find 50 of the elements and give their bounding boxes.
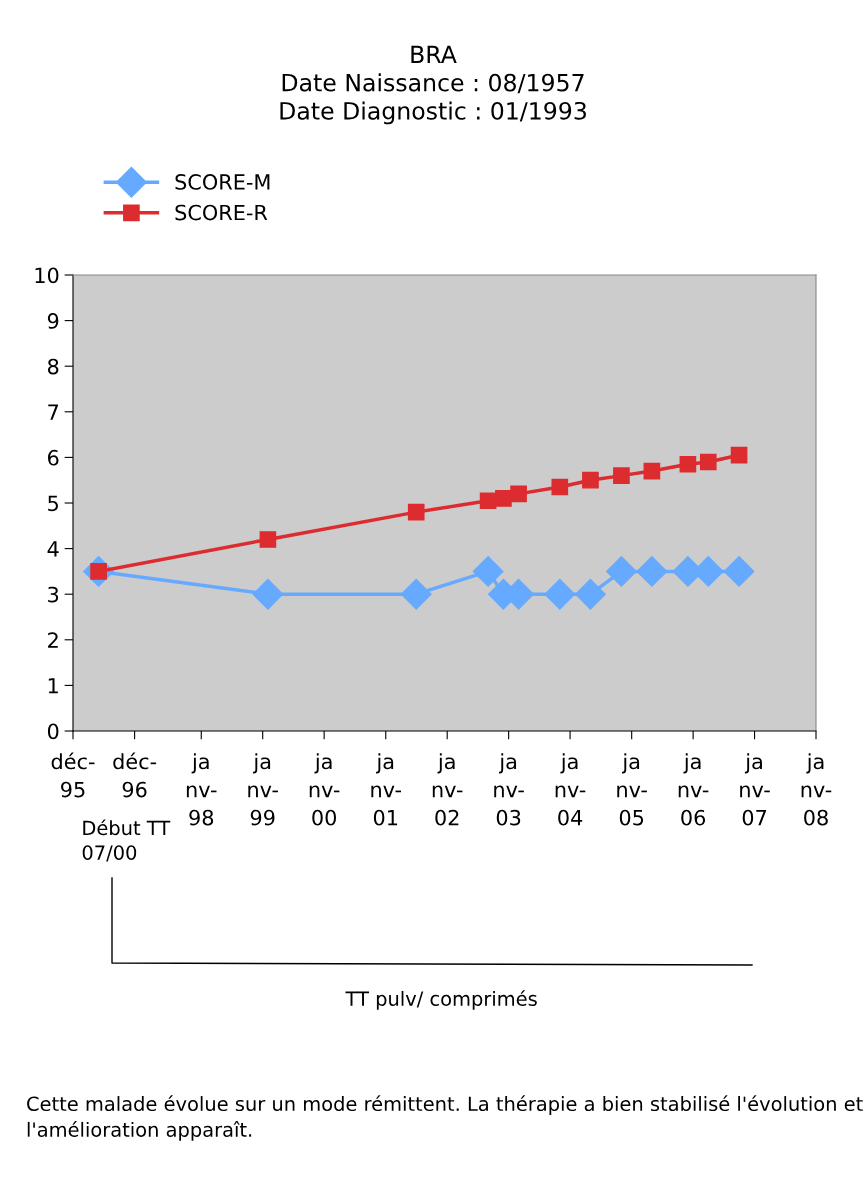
point <box>575 578 606 610</box>
point <box>613 467 630 484</box>
y-tick-label: 6 <box>48 449 59 466</box>
point <box>551 478 569 496</box>
point <box>699 453 717 471</box>
x-tick-label: ja nv- 05 <box>617 753 647 826</box>
x-tick-label: ja nv- 03 <box>494 753 524 826</box>
point <box>400 578 432 610</box>
x-tick-label: ja nv- 00 <box>309 753 340 826</box>
y-tick-label: 3 <box>48 586 59 603</box>
legend-label: SCORE-M <box>175 174 270 190</box>
point <box>643 462 661 480</box>
point <box>259 531 277 548</box>
text: Cette malade évolue sur un mode rémittent. La thérapie a bien stabilisé l'évolution et l'amélioration apparaît. <box>27 1095 863 1141</box>
y-tick-label: 10 <box>35 267 59 284</box>
text: TT pulv/ comprimés <box>345 990 537 1010</box>
point <box>479 492 497 510</box>
y-tick-label: 7 <box>48 404 59 420</box>
text: Début TT 07/00 <box>82 819 171 862</box>
y-tick-label: 1 <box>48 678 58 694</box>
y-tick-label: 9 <box>47 313 59 329</box>
x-tick-label: déc- 95 <box>51 752 95 798</box>
point <box>730 446 748 464</box>
y-tick-label: 2 <box>48 632 58 648</box>
point <box>636 555 668 587</box>
point <box>679 455 697 473</box>
x-tick-label: ja nv- 04 <box>555 753 586 826</box>
point <box>605 555 637 587</box>
x-tick-label: ja nv- 98 <box>186 753 217 826</box>
point <box>495 490 512 507</box>
y-tick-label: 8 <box>47 358 59 375</box>
chart-title: BRA Date Naissance : 08/1957 Date Diagnostic : 01/1993 <box>280 45 586 125</box>
y-tick-label: 5 <box>48 495 58 512</box>
point <box>544 578 576 610</box>
y-tick-label: 0 <box>47 723 59 740</box>
legend-label: SCORE-R <box>175 204 268 221</box>
x-tick-label: ja nv- 99 <box>248 753 278 826</box>
point <box>510 485 527 503</box>
x-tick-label: ja nv- 02 <box>432 753 463 826</box>
point <box>407 503 425 521</box>
point <box>252 578 284 610</box>
point <box>472 555 504 587</box>
x-tick-label: ja nv- 01 <box>371 753 401 826</box>
point <box>582 471 599 489</box>
x-tick-label: ja nv- 08 <box>801 753 832 826</box>
y-tick-label: 4 <box>47 541 59 557</box>
point <box>723 555 755 587</box>
x-tick-label: ja nv- 06 <box>678 753 709 826</box>
x-tick-label: ja nv- 07 <box>740 753 770 826</box>
x-tick-label: déc- 96 <box>113 752 157 798</box>
